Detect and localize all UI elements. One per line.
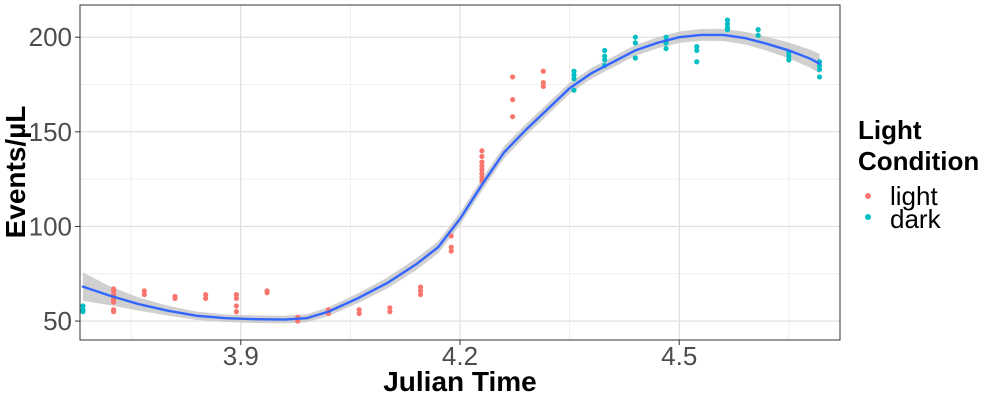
point-dark [694,47,700,54]
point-dark [663,34,669,40]
axis-ticks: 3.9 4.2 4.5 50 100 150 200 [29,22,698,371]
point-light [387,305,393,311]
point-dark [632,55,638,61]
point-dark [571,72,577,78]
loess-line [81,33,821,321]
legend-label-dark: dark [890,204,942,234]
point-light [233,309,239,315]
point-dark [602,57,608,63]
legend-title-line-1: Light [858,115,922,145]
legend-key-light [865,193,871,199]
x-tick-label: 4.2 [442,341,478,371]
point-dark [694,59,700,65]
point-dark [694,44,700,50]
point-dark [80,307,86,313]
y-tick-label: 200 [29,22,72,52]
point-dark [816,74,823,80]
legend-title-line-2: Condition [858,146,979,176]
point-light [448,248,454,254]
point-dark [602,47,608,54]
y-axis-title: Events/µL [0,106,31,239]
point-light [172,293,178,300]
point-dark [724,21,731,27]
point-light [479,159,485,165]
point-dark [755,32,761,38]
x-tick-label: 4.5 [661,341,697,371]
point-dark [786,53,792,59]
point-dark [80,303,86,309]
point-light [387,309,393,315]
legend: Light Condition light dark [858,115,979,234]
point-light [111,307,117,313]
point-light [141,291,147,298]
point-light [264,288,270,294]
point-dark [816,66,823,72]
point-light [540,83,546,89]
point-light [540,68,546,74]
point-dark [724,17,731,23]
point-light [448,244,454,250]
point-light [479,163,485,169]
point-dark [571,87,577,93]
point-dark [663,45,669,52]
point-light [479,174,485,180]
x-tick-label: 3.9 [223,341,259,371]
point-light [111,286,117,292]
data-points [80,17,823,324]
point-light [417,284,424,290]
point-light [510,114,516,120]
point-light [203,291,209,298]
legend-label-light: light [890,181,938,211]
point-light [479,170,485,177]
point-light [417,291,424,298]
point-light [510,97,516,103]
point-light [479,153,485,160]
y-tick-label: 150 [29,117,72,147]
point-light [356,307,362,313]
point-light [417,288,424,294]
legend-key-dark [865,214,871,220]
point-light [233,291,239,298]
point-light [540,80,546,86]
point-dark [724,25,731,31]
point-light [356,310,362,317]
point-dark [786,57,792,63]
point-dark [571,68,577,74]
y-tick-label: 100 [29,211,72,241]
point-light [141,288,147,294]
point-dark [571,76,577,82]
x-axis-title: Julian Time [383,366,537,397]
point-light [510,74,516,80]
point-dark [602,53,608,59]
point-dark [632,40,638,46]
gridlines [80,5,840,340]
point-light [448,233,454,239]
point-dark [755,27,761,33]
smooth-line [81,33,821,321]
y-tick-label: 50 [43,306,72,336]
point-light [233,295,239,301]
point-dark [632,34,638,40]
point-light [203,295,209,301]
point-light [479,148,485,154]
point-light [233,303,239,309]
point-light [479,167,485,173]
